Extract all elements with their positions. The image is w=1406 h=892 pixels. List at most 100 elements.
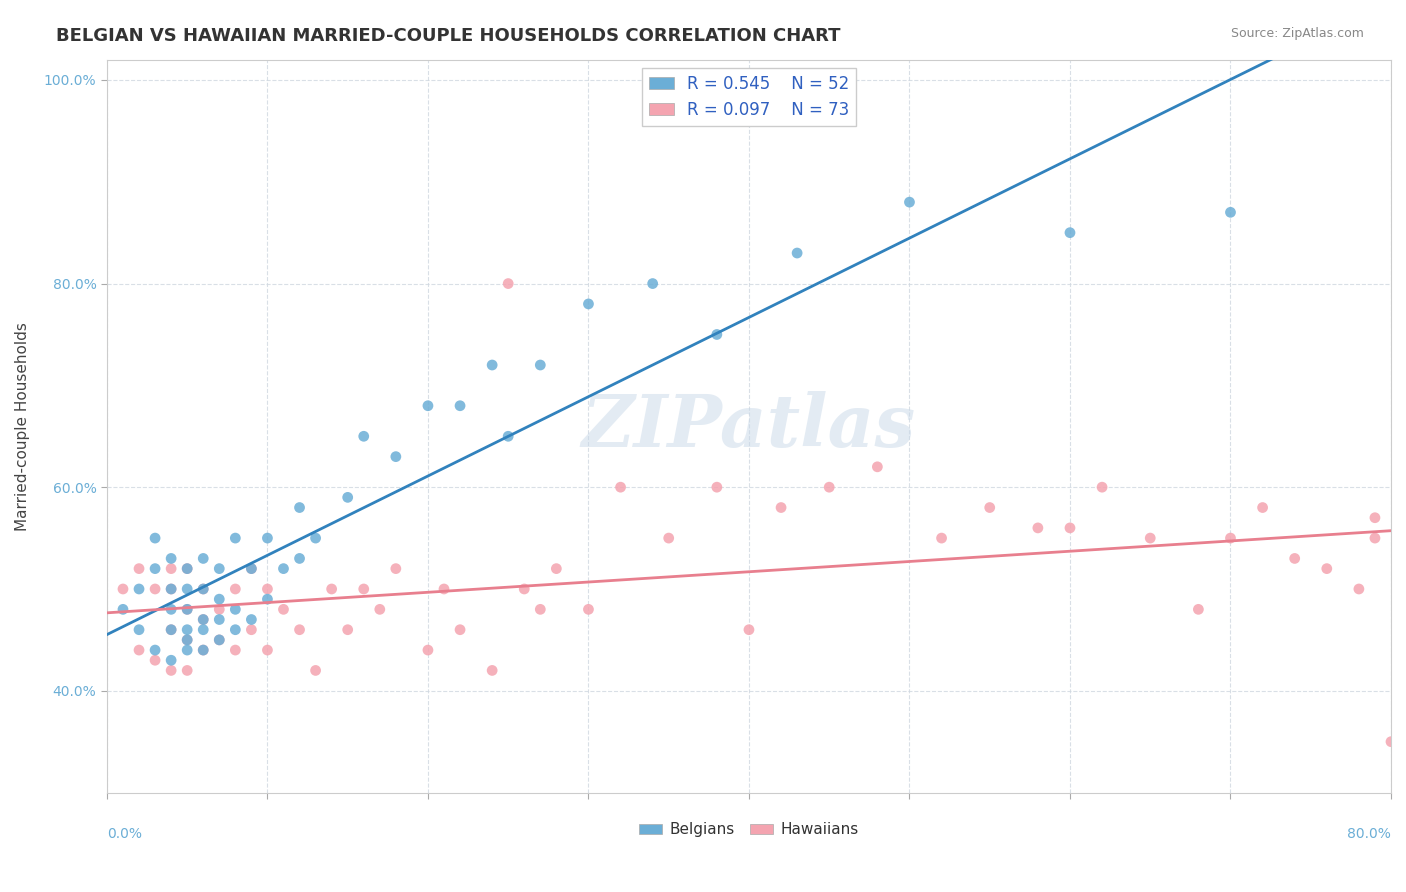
Point (1139, 531, 1161, 545)
Point (160, 551, 183, 566)
Point (1091, 480, 1114, 494)
Point (1379, 734, 1402, 748)
Point (770, 500, 793, 515)
Point (304, 531, 326, 545)
Point (160, 653, 183, 667)
Point (898, 195, 921, 210)
Point (353, 429, 375, 443)
Point (256, 643, 278, 657)
Point (160, 582, 183, 596)
Point (160, 561, 183, 575)
Text: Source: ZipAtlas.com: Source: ZipAtlas.com (1230, 27, 1364, 40)
Point (111, 582, 134, 596)
Point (513, 582, 536, 596)
Point (931, 531, 953, 545)
Point (385, 450, 408, 464)
Point (1284, 551, 1306, 566)
Point (1187, 602, 1209, 616)
Point (160, 623, 183, 637)
Point (176, 582, 198, 596)
Point (208, 632, 231, 647)
Point (160, 623, 183, 637)
Point (385, 561, 408, 575)
Point (176, 664, 198, 678)
Point (641, 277, 664, 291)
Point (208, 602, 231, 616)
Point (224, 602, 246, 616)
Point (1364, 531, 1386, 545)
Point (208, 592, 231, 607)
Point (256, 592, 278, 607)
Point (240, 613, 263, 627)
Point (1347, 582, 1369, 596)
Point (176, 643, 198, 657)
Point (193, 623, 215, 637)
Point (738, 623, 761, 637)
Point (176, 561, 198, 575)
Point (273, 561, 295, 575)
Point (193, 582, 215, 596)
Point (273, 602, 295, 616)
Point (658, 531, 681, 545)
Point (433, 582, 456, 596)
Point (176, 632, 198, 647)
Legend: Belgians, Hawaiians: Belgians, Hawaiians (633, 816, 865, 844)
Point (368, 602, 391, 616)
Point (143, 643, 166, 657)
Point (818, 480, 841, 494)
Point (240, 623, 263, 637)
Point (786, 246, 808, 260)
Point (866, 459, 889, 474)
Point (288, 500, 311, 515)
Point (496, 429, 519, 443)
Point (160, 582, 183, 596)
Point (353, 582, 375, 596)
Point (224, 643, 246, 657)
Point (111, 602, 134, 616)
Text: 80.0%: 80.0% (1347, 827, 1391, 841)
Point (416, 643, 439, 657)
Point (304, 664, 326, 678)
Point (481, 358, 503, 372)
Point (1316, 561, 1339, 575)
Point (143, 531, 166, 545)
Point (609, 480, 631, 494)
Text: ZIPatlas: ZIPatlas (582, 391, 917, 461)
Point (578, 297, 600, 311)
Point (321, 582, 343, 596)
Point (128, 582, 150, 596)
Point (481, 664, 503, 678)
Point (208, 613, 231, 627)
Point (224, 531, 246, 545)
Point (128, 561, 150, 575)
Point (176, 623, 198, 637)
Point (240, 561, 263, 575)
Point (208, 561, 231, 575)
Point (288, 551, 311, 566)
Text: 0.0%: 0.0% (107, 827, 142, 841)
Point (176, 561, 198, 575)
Point (176, 602, 198, 616)
Point (193, 643, 215, 657)
Point (193, 551, 215, 566)
Point (176, 632, 198, 647)
Point (193, 582, 215, 596)
Point (706, 327, 728, 342)
Point (1059, 521, 1081, 535)
Point (1251, 500, 1274, 515)
Point (979, 500, 1001, 515)
Point (706, 480, 728, 494)
Point (143, 582, 166, 596)
Point (160, 602, 183, 616)
Point (546, 561, 568, 575)
Point (416, 399, 439, 413)
Text: BELGIAN VS HAWAIIAN MARRIED-COUPLE HOUSEHOLDS CORRELATION CHART: BELGIAN VS HAWAIIAN MARRIED-COUPLE HOUSE… (56, 27, 841, 45)
Point (128, 623, 150, 637)
Point (529, 602, 551, 616)
Point (193, 613, 215, 627)
Point (256, 531, 278, 545)
Point (208, 632, 231, 647)
Point (288, 623, 311, 637)
Point (193, 643, 215, 657)
Point (336, 491, 359, 505)
